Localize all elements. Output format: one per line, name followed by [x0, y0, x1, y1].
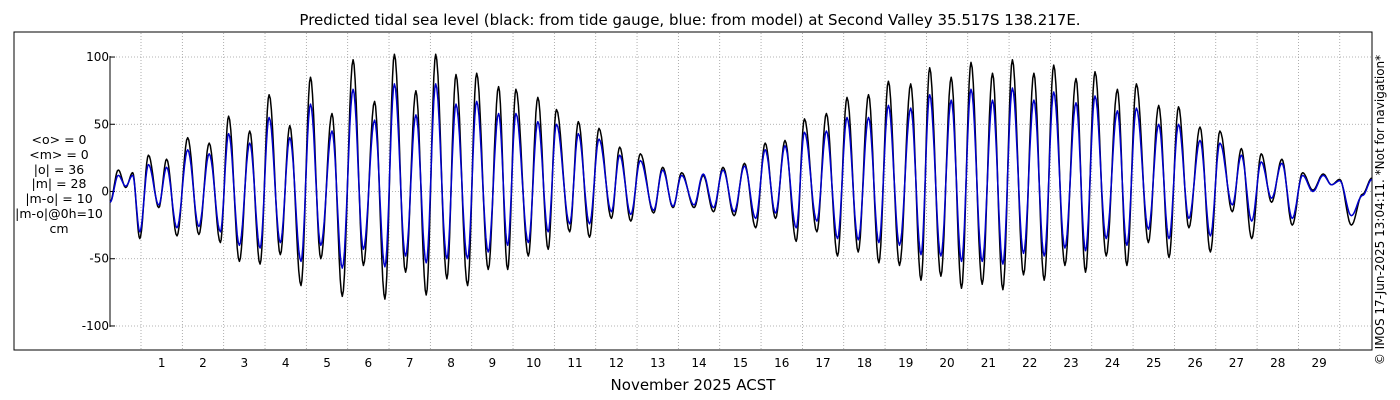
x-tick-label: 20 [939, 356, 954, 370]
x-tick-label: 10 [526, 356, 541, 370]
x-tick-label: 8 [447, 356, 455, 370]
stat-unit: cm [49, 220, 69, 236]
x-tick-label: 23 [1063, 356, 1078, 370]
x-tick-label: 3 [241, 356, 249, 370]
stat-mean-model: <m> = 0 [29, 146, 89, 162]
outer-frame [13, 31, 1373, 351]
x-tick-label: 6 [365, 356, 373, 370]
x-tick-label: 16 [774, 356, 789, 370]
x-tick-label: 21 [981, 356, 996, 370]
stat-abs-model: |m| = 28 [31, 176, 87, 192]
x-tick-label: 24 [1105, 356, 1120, 370]
x-tick-label: 11 [567, 356, 582, 370]
stat-mean-observed: <o> = 0 [31, 132, 87, 147]
grid-layer [110, 33, 1371, 349]
x-axis-label: November 2025 ACST [611, 376, 777, 394]
x-tick-label: 26 [1187, 356, 1202, 370]
stat-abs-difference: |m-o| = 10 [25, 191, 93, 207]
y-tick-label: 0 [101, 185, 109, 199]
x-tick-label: 5 [323, 356, 331, 370]
series-layer [109, 53, 1373, 300]
y-tick-label: -50 [89, 252, 109, 266]
x-tick-label: 12 [609, 356, 624, 370]
x-tick-label: 1 [158, 356, 166, 370]
x-tick-label: 18 [857, 356, 872, 370]
x-tick-label: 4 [282, 356, 290, 370]
stat-abs-difference-0h: |m-o|@0h=10 [15, 205, 103, 221]
x-tick-label: 15 [733, 356, 748, 370]
x-tick-label: 13 [650, 356, 665, 370]
x-tick-label: 19 [898, 356, 913, 370]
x-tick-label: 25 [1146, 356, 1161, 370]
copyright-text: © IMOS 17-Jun-2025 13:04:11. *Not for na… [1373, 54, 1387, 366]
x-tick-label: 29 [1311, 356, 1326, 370]
y-tick-label: -100 [82, 319, 109, 333]
x-tick-label: 9 [489, 356, 497, 370]
x-tick-label: 28 [1270, 356, 1285, 370]
x-tick-label: 27 [1229, 356, 1244, 370]
y-tick-label: 50 [94, 117, 109, 131]
stat-abs-observed: |o| = 36 [33, 161, 85, 177]
statistics-panel: <o> = 0 <m> = 0 |o| = 36 |m| = 28 |m-o| … [4, 132, 114, 237]
chart-title: Predicted tidal sea level (black: from t… [299, 11, 1080, 29]
x-tick-label: 17 [815, 356, 830, 370]
y-tick-label: 100 [86, 50, 109, 64]
x-tick-label: 14 [691, 356, 706, 370]
x-tick-label: 22 [1022, 356, 1037, 370]
x-tick-label: 2 [199, 356, 207, 370]
x-tick-label: 7 [406, 356, 414, 370]
series-line-model [109, 83, 1373, 269]
